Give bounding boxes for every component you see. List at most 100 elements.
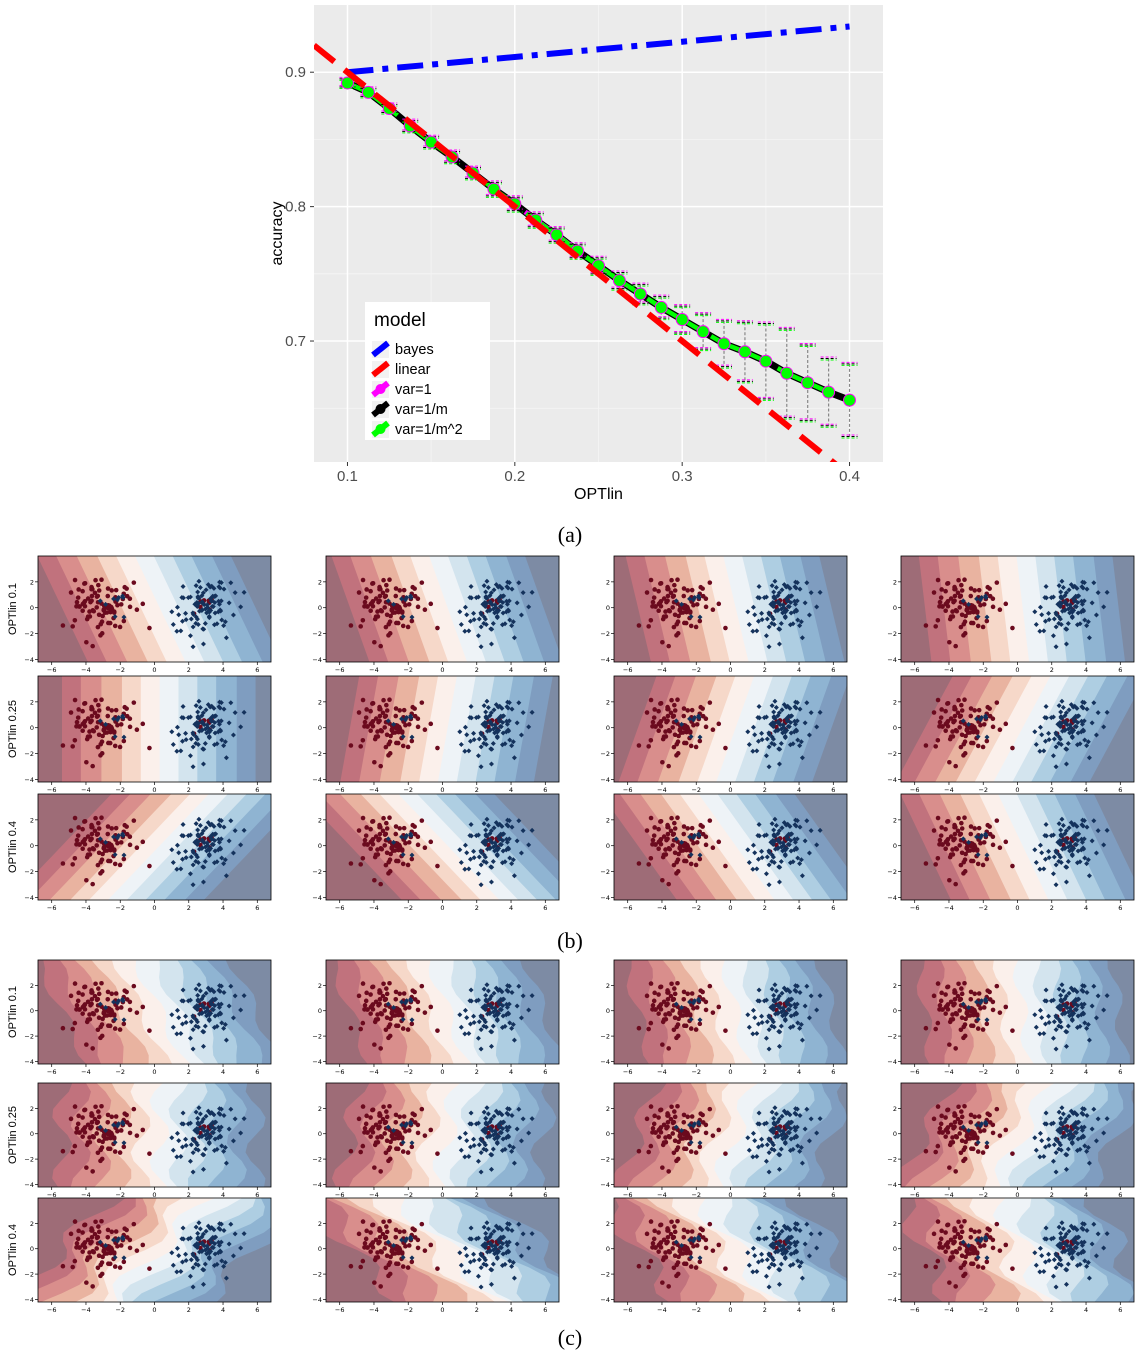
class-1-point bbox=[121, 852, 127, 858]
class-1-point bbox=[238, 604, 244, 610]
class-1-point bbox=[238, 1130, 244, 1136]
class-1-point bbox=[185, 833, 191, 839]
class-0-point bbox=[403, 602, 408, 608]
class-1-point bbox=[687, 1122, 693, 1128]
class-1-point bbox=[178, 866, 184, 872]
class-1-point bbox=[745, 1135, 751, 1141]
class-1-point bbox=[1057, 599, 1063, 605]
x-tick-label: 2 bbox=[1050, 786, 1054, 794]
class-1-point bbox=[116, 1121, 122, 1127]
class-0-point bbox=[957, 843, 963, 848]
x-tick-label: −4 bbox=[944, 666, 954, 674]
class-0-point bbox=[113, 991, 119, 996]
class-1-point bbox=[467, 715, 473, 721]
class-1-point bbox=[759, 730, 765, 736]
class-1-point bbox=[1062, 831, 1068, 837]
class-1-point bbox=[1095, 993, 1101, 999]
class-1-point bbox=[1057, 841, 1063, 847]
class-1-point bbox=[1068, 582, 1074, 588]
class-1-point bbox=[485, 1111, 491, 1117]
class-0-point bbox=[82, 1007, 88, 1012]
class-1-point bbox=[1041, 628, 1047, 634]
x-tick-label: 6 bbox=[831, 1191, 835, 1199]
class-0-point bbox=[710, 1010, 716, 1015]
class-0-point bbox=[84, 1042, 89, 1047]
class-1-point bbox=[212, 1126, 218, 1132]
class-1-point bbox=[764, 736, 770, 742]
class-1-point bbox=[206, 1012, 212, 1018]
class-1-point bbox=[488, 993, 494, 999]
class-1-point bbox=[1053, 611, 1059, 617]
class-0-point bbox=[652, 724, 658, 729]
class-0-point bbox=[951, 1002, 956, 1008]
class-1-point bbox=[209, 703, 215, 709]
class-0-point bbox=[968, 997, 974, 1002]
class-1-point bbox=[1085, 619, 1091, 625]
series-point-var-1-m2 bbox=[739, 346, 751, 358]
series-point-var-1-m2 bbox=[613, 275, 625, 287]
class-1-point bbox=[775, 837, 781, 843]
class-1-point bbox=[490, 1146, 496, 1152]
class-1-point bbox=[783, 1122, 789, 1128]
class-1-point bbox=[1037, 724, 1043, 730]
class-1-point bbox=[688, 1016, 694, 1022]
class-0-point bbox=[124, 706, 129, 711]
y-tick-label: −2 bbox=[24, 1156, 34, 1164]
class-0-point bbox=[670, 1131, 676, 1136]
class-0-point bbox=[387, 980, 392, 986]
class-1-point bbox=[170, 622, 176, 628]
class-0-point bbox=[671, 1027, 677, 1033]
y-tick-label: 0 bbox=[893, 604, 897, 612]
class-1-point bbox=[457, 847, 463, 853]
class-1-point bbox=[179, 1144, 185, 1150]
class-0-point bbox=[657, 838, 663, 843]
class-1-point bbox=[211, 823, 217, 829]
class-1-point bbox=[488, 761, 494, 767]
class-1-point bbox=[196, 1105, 202, 1111]
class-0-point bbox=[651, 833, 657, 838]
class-1-point bbox=[788, 848, 794, 854]
class-0-point bbox=[945, 723, 951, 729]
row-label: OPTlin 0.1 bbox=[7, 583, 19, 635]
class-1-point bbox=[495, 1122, 501, 1128]
class-0-point bbox=[990, 999, 996, 1005]
class-1-point bbox=[1069, 733, 1075, 739]
class-0-point bbox=[109, 1114, 115, 1120]
class-1-point bbox=[211, 860, 217, 866]
class-1-point bbox=[799, 635, 805, 641]
class-1-point bbox=[203, 825, 209, 831]
x-tick-label: 4 bbox=[221, 666, 225, 674]
class-1-point bbox=[763, 1035, 769, 1041]
class-0-point bbox=[362, 1003, 368, 1008]
class-0-point bbox=[127, 1122, 133, 1128]
class-1-point bbox=[1064, 626, 1070, 632]
class-0-point bbox=[400, 743, 406, 749]
class-1-point bbox=[194, 736, 200, 742]
class-0-point bbox=[644, 828, 650, 833]
y-tick-label: 0 bbox=[606, 724, 610, 732]
class-1-point bbox=[1042, 856, 1048, 862]
class-1-point bbox=[790, 859, 796, 865]
class-0-point bbox=[85, 716, 91, 721]
class-0-point bbox=[959, 708, 965, 713]
class-1-point bbox=[1033, 860, 1039, 866]
class-0-point bbox=[667, 608, 673, 614]
class-1-point bbox=[775, 1010, 781, 1016]
class-1-point bbox=[808, 590, 814, 596]
class-1-point bbox=[488, 1166, 494, 1172]
class-1-point bbox=[478, 764, 484, 770]
class-1-point bbox=[1062, 593, 1068, 599]
class-1-point bbox=[199, 1125, 205, 1131]
class-1-point bbox=[1033, 742, 1039, 748]
class-1-point bbox=[174, 866, 180, 872]
class-1-point bbox=[190, 1150, 196, 1156]
class-0-point bbox=[358, 624, 363, 629]
class-0-point bbox=[68, 590, 74, 595]
class-0-point bbox=[681, 824, 687, 829]
class-0-point bbox=[656, 826, 661, 832]
x-tick-label: −6 bbox=[47, 786, 57, 794]
class-0-point bbox=[953, 1046, 958, 1051]
x-tick-label: 0 bbox=[152, 1068, 156, 1076]
class-1-point bbox=[230, 612, 236, 618]
class-1-point bbox=[775, 1133, 781, 1139]
